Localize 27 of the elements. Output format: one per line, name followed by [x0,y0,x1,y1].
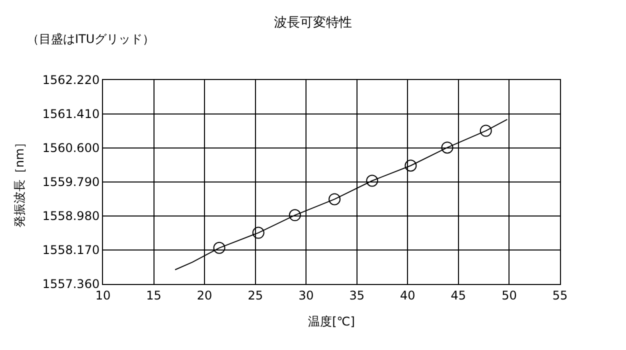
x-tick-label: 25 [248,288,263,302]
x-tick-label: 20 [196,288,212,302]
point [480,124,492,137]
x-tick-label: 35 [349,288,365,302]
chart-subtitle: （目盛はITUグリッド） [27,32,155,46]
point [404,160,417,172]
y-tick-label: 1558.980 [42,209,100,224]
y-tick-label: 1562.220 [42,73,100,88]
point [288,209,301,222]
point [441,142,454,154]
y-tick-label: 1561.410 [42,107,100,122]
x-tick-label: 15 [146,288,162,302]
chart-title: 波長可変特性 [274,14,352,31]
y-tick-label: 1559.790 [42,175,100,190]
point [366,174,378,187]
point [213,242,226,254]
x-tick-label: 45 [450,288,466,302]
y-tick-label: 1558.170 [42,243,100,258]
x-axis-title: 温度[℃] [308,314,355,328]
x-tick-label: 40 [400,288,416,302]
x-tick-label: 30 [298,288,314,302]
x-tick-label: 50 [502,288,517,302]
point [328,193,341,206]
y-axis-title: 発振波長［nm］ [12,136,27,228]
point [252,226,264,239]
x-tick-label: 55 [552,288,568,302]
y-tick-label: 1560.600 [42,141,100,156]
